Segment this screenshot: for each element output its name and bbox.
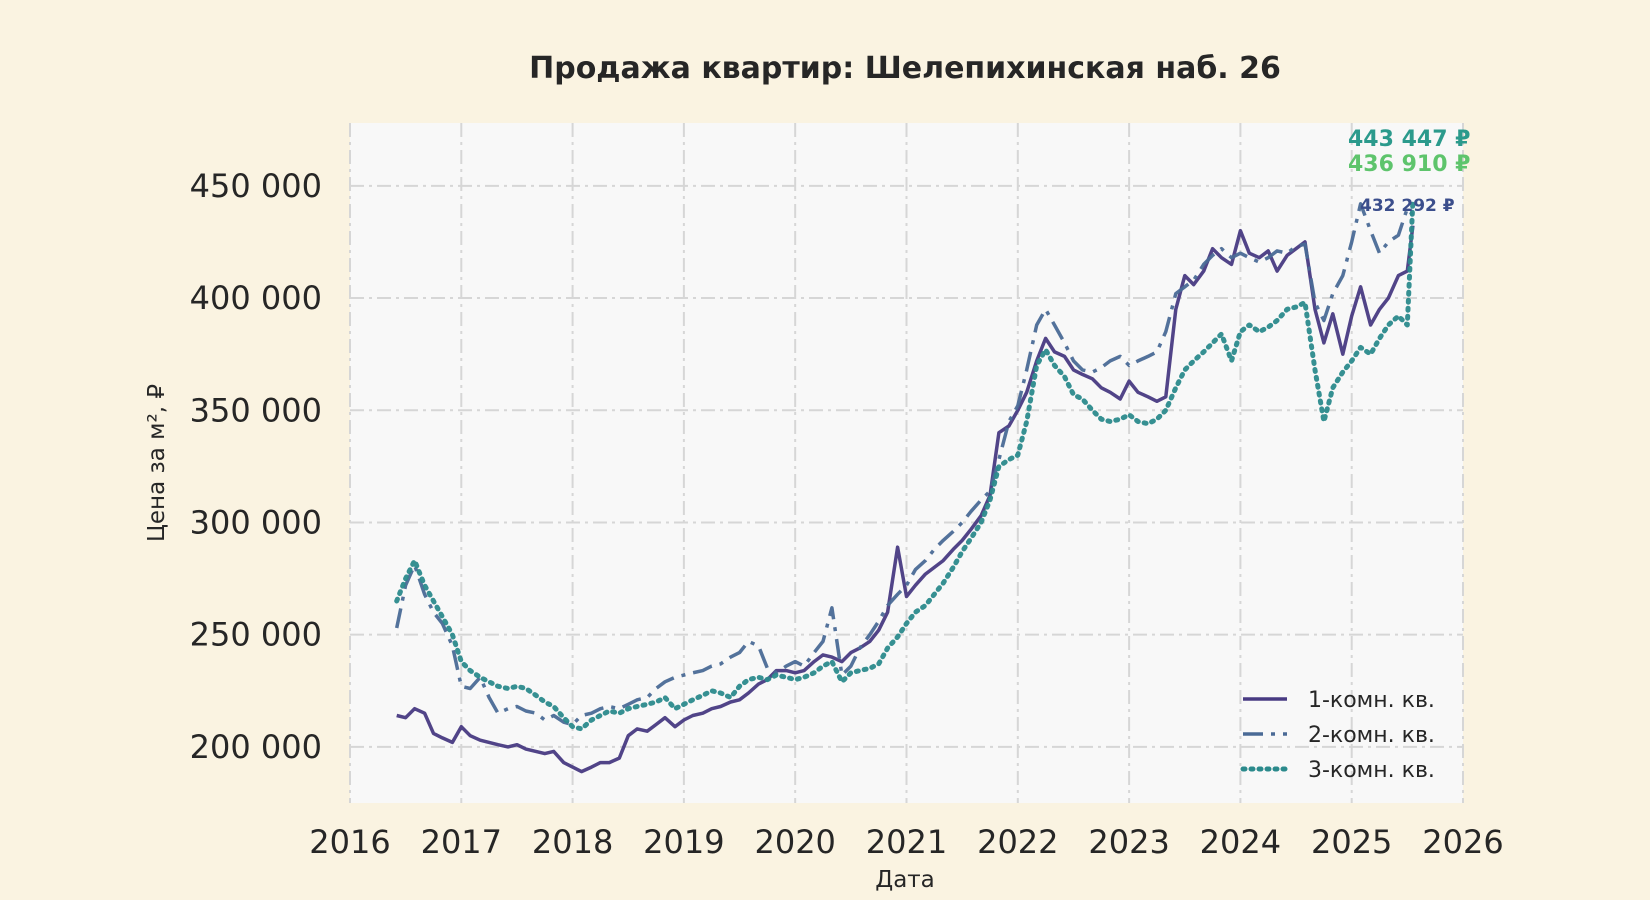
x-tick-label: 2019 — [643, 823, 724, 861]
x-tick-label: 2024 — [1200, 823, 1281, 861]
x-tick-label: 2026 — [1422, 823, 1503, 861]
y-tick-label: 400 000 — [190, 279, 322, 317]
axes: 2016 2017 2018 2019 2020 2021 2022 2023 2024 2025… — [190, 167, 1504, 861]
legend-label: 2-комн. кв. — [1308, 723, 1435, 748]
series-line — [394, 198, 1416, 732]
x-tick-label: 2025 — [1311, 823, 1392, 861]
x-tick-label: 2021 — [866, 823, 947, 861]
last-value-label: 436 910 ₽ — [1348, 152, 1470, 177]
x-tick-label: 2016 — [309, 823, 390, 861]
y-tick-label: 250 000 — [190, 616, 322, 654]
y-tick-label: 200 000 — [190, 728, 322, 766]
legend: 1-комн. кв. 2-комн. кв. 3-комн. кв. — [1240, 688, 1435, 783]
x-tick-label: 2022 — [977, 823, 1058, 861]
chart-title: Продажа квартир: Шелепихинская наб. 26 — [529, 51, 1281, 86]
x-tick-label: 2017 — [421, 823, 502, 861]
last-value-label: 432 292 ₽ — [1360, 196, 1455, 216]
x-axis-label: Дата — [875, 867, 935, 893]
series-line — [396, 225, 1415, 774]
y-axis-label: Цена за м², ₽ — [144, 384, 170, 542]
x-tick-label: 2023 — [1088, 823, 1169, 861]
legend-label: 3-комн. кв. — [1308, 758, 1435, 783]
x-tick-label: 2018 — [532, 823, 613, 861]
x-tick-label: 2020 — [754, 823, 835, 861]
y-tick-label: 350 000 — [190, 391, 322, 429]
series-lines — [394, 198, 1416, 774]
last-value-label: 443 447 ₽ — [1348, 127, 1470, 152]
legend-label: 1-комн. кв. — [1308, 688, 1435, 713]
y-tick-label: 450 000 — [190, 167, 322, 205]
last-value-labels: 443 447 ₽436 910 ₽ 432 292 ₽ — [1348, 127, 1470, 216]
y-tick-label: 300 000 — [190, 503, 322, 541]
